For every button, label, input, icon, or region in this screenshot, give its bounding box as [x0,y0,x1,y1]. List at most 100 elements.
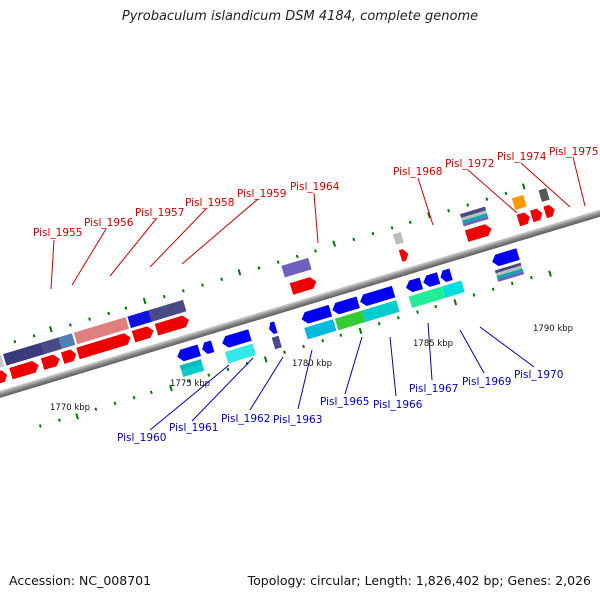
gene-arrow[interactable] [220,329,252,349]
gene-feature[interactable] [538,188,550,202]
gene-feature[interactable] [271,335,282,350]
gene-label-top[interactable]: Pisl_1972 [445,158,494,170]
gene-arrow[interactable] [464,223,493,242]
gene-feature[interactable] [511,195,527,210]
genome-backbone [0,190,600,417]
gene-label-bottom[interactable]: Pisl_1970 [514,369,563,381]
gene-feature[interactable] [148,299,187,322]
gene-label-bottom[interactable]: Pisl_1962 [221,413,270,425]
tick-mark [181,289,185,293]
tick-mark [188,379,192,383]
tick-mark [142,297,147,305]
gene-label-top[interactable]: Pisl_1975 [549,146,598,158]
gene-arrow[interactable] [40,353,62,370]
gene-feature[interactable] [462,213,488,224]
gene-feature[interactable] [495,265,523,277]
gene-feature[interactable] [494,262,522,274]
tick-mark [434,304,438,309]
leader-line [249,356,284,411]
gene-arrow[interactable] [175,344,201,363]
gene-feature[interactable] [281,257,312,278]
gene-arrow[interactable] [300,304,333,325]
tick-mark [132,395,136,400]
gene-feature[interactable] [58,333,76,349]
gene-arrow[interactable] [404,277,424,293]
gene-label-bottom[interactable]: Pisl_1965 [320,396,369,408]
gene-feature[interactable] [392,232,404,245]
gene-feature[interactable] [2,342,45,366]
gene-label-top[interactable]: Pisl_1956 [84,217,134,229]
genome-title: Pyrobaculum islandicum DSM 4184, complet… [121,9,479,24]
gene-arrow[interactable] [331,296,360,316]
gene-arrow[interactable] [154,314,191,336]
gene-label-top[interactable]: Pisl_1955 [33,227,82,239]
gene-feature[interactable] [408,286,446,308]
top-gene-labels: Pisl_1955 Pisl_1956 Pisl_1957 Pisl_1958 … [33,146,598,239]
gene-label-bottom[interactable]: Pisl_1961 [169,422,218,434]
gene-feature[interactable] [73,317,129,345]
gene-feature[interactable] [461,210,487,221]
gene-feature[interactable] [181,363,205,378]
forward-cds-track [0,204,556,386]
tick-mark [13,339,17,344]
gene-feature[interactable] [496,268,524,280]
gene-feature[interactable] [41,337,62,355]
gene-arrow[interactable] [530,208,544,223]
gene-arrow[interactable] [0,369,9,386]
gene-feature[interactable] [127,310,152,329]
gene-label-top[interactable]: Pisl_1968 [393,166,442,178]
gene-feature[interactable] [304,319,337,340]
tick-mark [88,317,91,321]
tick-mark [207,373,211,377]
gene-label-top[interactable]: Pisl_1958 [185,197,234,209]
gene-label-top[interactable]: Pisl_1959 [237,188,286,200]
gene-arrow[interactable] [131,325,156,343]
gene-arrow[interactable] [60,348,78,364]
gene-label-bottom[interactable]: Pisl_1966 [373,399,423,411]
gene-arrow[interactable] [9,360,40,380]
tick-mark [113,401,117,406]
topology-stats-text: Topology: circular; Length: 1,826,402 bp… [247,573,591,588]
tick-mark [352,237,356,242]
gene-label-bottom[interactable]: Pisl_1969 [462,376,511,388]
gene-feature[interactable] [361,300,400,323]
tick-mark [510,281,514,286]
gene-arrow[interactable] [358,285,396,308]
gene-label-bottom[interactable]: Pisl_1963 [273,414,322,426]
gene-arrow[interactable] [439,268,453,284]
gene-arrow[interactable] [422,272,441,288]
gene-feature[interactable] [0,354,5,373]
gene-arrow[interactable] [200,340,215,355]
tick-mark [295,254,299,259]
gene-label-bottom[interactable]: Pisl_1967 [409,383,458,395]
bottom-gene-labels: Pisl_1960 Pisl_1961 Pisl_1962 Pisl_1963 … [117,369,563,444]
reverse-feature-track [179,262,525,378]
tick-mark [371,231,375,236]
gene-arrow[interactable] [490,248,520,267]
gene-feature[interactable] [497,271,525,282]
gene-feature[interactable] [462,216,489,227]
gene-arrow[interactable] [267,321,278,335]
tick-mark [453,299,458,306]
tick-mark [49,326,53,333]
leader-line [467,169,518,214]
gene-feature[interactable] [459,206,487,218]
tick-mark [548,270,552,277]
leader-line [181,198,259,265]
gene-arrow[interactable] [76,332,132,360]
gene-label-top[interactable]: Pisl_1964 [290,181,340,193]
gene-feature[interactable] [442,280,465,298]
tick-mark [201,283,204,287]
gene-arrow[interactable] [543,204,556,219]
tick-mark [504,191,508,196]
gene-feature[interactable] [334,310,366,331]
gene-arrow[interactable] [289,276,318,295]
gene-feature[interactable] [224,343,257,364]
tick-mark [339,333,343,337]
gene-arrow[interactable] [516,211,532,227]
gene-label-bottom[interactable]: Pisl_1960 [117,432,166,444]
gene-label-top[interactable]: Pisl_1957 [135,207,184,219]
gene-label-top[interactable]: Pisl_1974 [497,151,547,163]
gene-arrow[interactable] [398,248,410,262]
gene-feature[interactable] [179,359,203,371]
